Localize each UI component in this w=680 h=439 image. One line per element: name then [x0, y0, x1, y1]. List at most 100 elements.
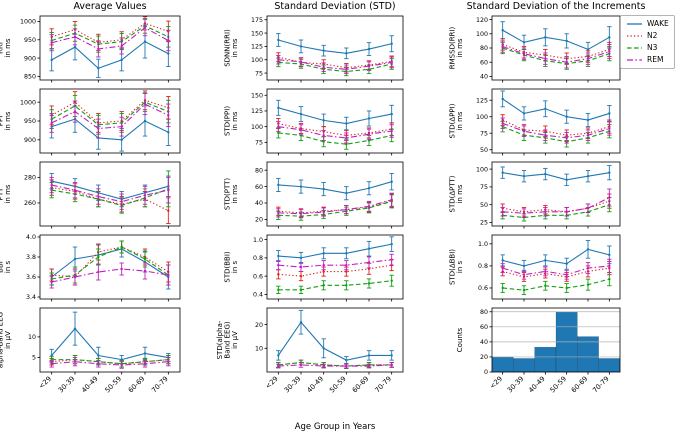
svg-text:alpha-Band EEG: alpha-Band EEG — [0, 312, 5, 368]
svg-text:1.0: 1.0 — [478, 241, 488, 248]
svg-text:60: 60 — [480, 324, 488, 331]
svg-text:900: 900 — [24, 137, 36, 144]
svg-text:150: 150 — [251, 92, 263, 99]
svg-text:in ms: in ms — [4, 111, 12, 130]
svg-text:PTT: PTT — [0, 187, 5, 200]
wake-line-sample — [627, 23, 642, 25]
svg-text:20: 20 — [255, 217, 263, 224]
svg-text:60-69: 60-69 — [351, 375, 371, 395]
svg-text:1.0: 1.0 — [253, 237, 263, 244]
svg-text:260: 260 — [24, 200, 36, 207]
svg-text:STD(BBI): STD(BBI) — [224, 251, 232, 283]
svg-text:80: 80 — [255, 167, 263, 174]
n3-line-sample — [627, 47, 642, 49]
svg-text:in s: in s — [4, 261, 12, 274]
rem-line-sample — [627, 59, 642, 61]
svg-text:40-49: 40-49 — [305, 375, 325, 395]
svg-text:75: 75 — [480, 130, 488, 137]
svg-text:in ms: in ms — [231, 111, 239, 130]
n2-line-sample — [627, 35, 642, 37]
svg-text:0.8: 0.8 — [478, 263, 488, 270]
panel-std-ptt: 20 40 60 80 STD(PTT) in ms — [224, 161, 404, 229]
legend-item-n2: N2 — [626, 32, 669, 40]
svg-text:in ms: in ms — [4, 38, 12, 57]
svg-text:100: 100 — [476, 31, 488, 38]
svg-text:60: 60 — [255, 184, 263, 191]
svg-text:40: 40 — [480, 74, 488, 81]
svg-text:Counts: Counts — [456, 327, 464, 352]
svg-text:0.4: 0.4 — [253, 292, 263, 299]
svg-text:125: 125 — [251, 44, 263, 51]
svg-text:50: 50 — [480, 147, 488, 154]
svg-text:70-79: 70-79 — [150, 375, 170, 395]
legend: WAKE N2 N3 REM — [620, 15, 675, 69]
panel-counts: 0 20 40 60 80 <29 30-39 40-49 50-59 60-69 70-79 Cou… — [456, 307, 621, 395]
svg-text:75: 75 — [255, 70, 263, 77]
legend-label-rem: REM — [647, 55, 664, 65]
svg-text:125: 125 — [476, 97, 488, 104]
svg-text:STD(PTT): STD(PTT) — [224, 178, 232, 210]
svg-text:80: 80 — [480, 45, 488, 52]
svg-text:20: 20 — [480, 354, 488, 361]
svg-text:60-69: 60-69 — [127, 375, 147, 395]
panel-std-delta-ptt: 25 50 75 100 STD(ΔPTT) in ms — [449, 161, 621, 229]
svg-text:in ms: in ms — [231, 184, 239, 203]
svg-text:60: 60 — [480, 59, 488, 66]
svg-text:40: 40 — [480, 339, 488, 346]
svg-text:40: 40 — [255, 200, 263, 207]
svg-text:3.4: 3.4 — [26, 294, 36, 301]
svg-text:40-49: 40-49 — [80, 375, 100, 395]
legend-item-wake: WAKE — [626, 20, 669, 28]
svg-text:PPI: PPI — [0, 116, 5, 127]
svg-text:STD(ΔBBI): STD(ΔBBI) — [449, 249, 457, 285]
svg-text:50: 50 — [480, 202, 488, 209]
column-title-standard-deviation: Standard Deviation (STD) — [274, 1, 396, 12]
panel-bbi-average: 3.4 3.6 3.8 4.0 BBI in s — [0, 234, 181, 302]
panel-std-delta-bbi: 0.6 0.8 1.0 STD(ΔBBI) in s — [449, 234, 621, 302]
svg-text:RMSSD(RRI): RMSSD(RRI) — [449, 27, 457, 70]
svg-text:in ms: in ms — [231, 38, 239, 57]
svg-text:<29: <29 — [264, 375, 280, 391]
svg-text:BBI: BBI — [0, 261, 5, 273]
svg-text:10: 10 — [28, 334, 36, 341]
panel-rri-average: 850 900 950 1000 RRI in ms — [0, 15, 181, 83]
column-title-std-increments: Standard Deviation of the Increments — [466, 1, 646, 12]
svg-text:in ms: in ms — [456, 184, 464, 203]
svg-text:1000: 1000 — [20, 99, 36, 106]
svg-text:280: 280 — [24, 175, 36, 182]
svg-text:70-79: 70-79 — [373, 375, 393, 395]
svg-text:0: 0 — [484, 369, 488, 376]
svg-text:850: 850 — [24, 74, 36, 81]
panel-ppi-average: 900 950 1000 PPI in ms — [0, 88, 181, 156]
svg-text:100: 100 — [476, 166, 488, 173]
svg-text:75: 75 — [255, 140, 263, 147]
svg-text:60-69: 60-69 — [570, 375, 590, 395]
svg-text:950: 950 — [24, 37, 36, 44]
svg-text:900: 900 — [24, 55, 36, 62]
svg-text:20: 20 — [255, 322, 263, 329]
svg-text:STD(ΔPPI): STD(ΔPPI) — [449, 103, 457, 138]
svg-text:Band EEG): Band EEG) — [224, 321, 232, 358]
svg-text:<29: <29 — [37, 375, 53, 391]
svg-text:100: 100 — [251, 57, 263, 64]
svg-text:70-79: 70-79 — [591, 375, 611, 395]
svg-text:in ms: in ms — [456, 111, 464, 130]
panel-std-bbi: 0.4 0.6 0.8 1.0 STD(BBI) in s — [224, 234, 404, 302]
svg-text:3.8: 3.8 — [26, 254, 36, 261]
panel-alpha-band-eeg-average: 5 10 <29 30-39 40-49 50-59 60-69 70-79 alpha-Ban… — [0, 307, 181, 395]
svg-text:4.0: 4.0 — [26, 234, 36, 241]
svg-text:950: 950 — [24, 118, 36, 125]
svg-text:RRI: RRI — [0, 42, 5, 54]
svg-text:STD(PPI): STD(PPI) — [224, 106, 232, 136]
svg-text:30-39: 30-39 — [57, 375, 77, 395]
svg-text:0.6: 0.6 — [478, 285, 488, 292]
svg-text:30-39: 30-39 — [283, 375, 303, 395]
legend-item-rem: REM — [626, 56, 669, 64]
svg-text:150: 150 — [251, 30, 263, 37]
panel-sdnn-rri: 75 100 125 150 175 SDNN(RRI) in ms — [224, 15, 404, 83]
svg-text:10: 10 — [255, 345, 263, 352]
svg-text:in μV: in μV — [231, 331, 239, 349]
svg-text:75: 75 — [480, 184, 488, 191]
column-title-average-values: Average Values — [73, 1, 147, 12]
